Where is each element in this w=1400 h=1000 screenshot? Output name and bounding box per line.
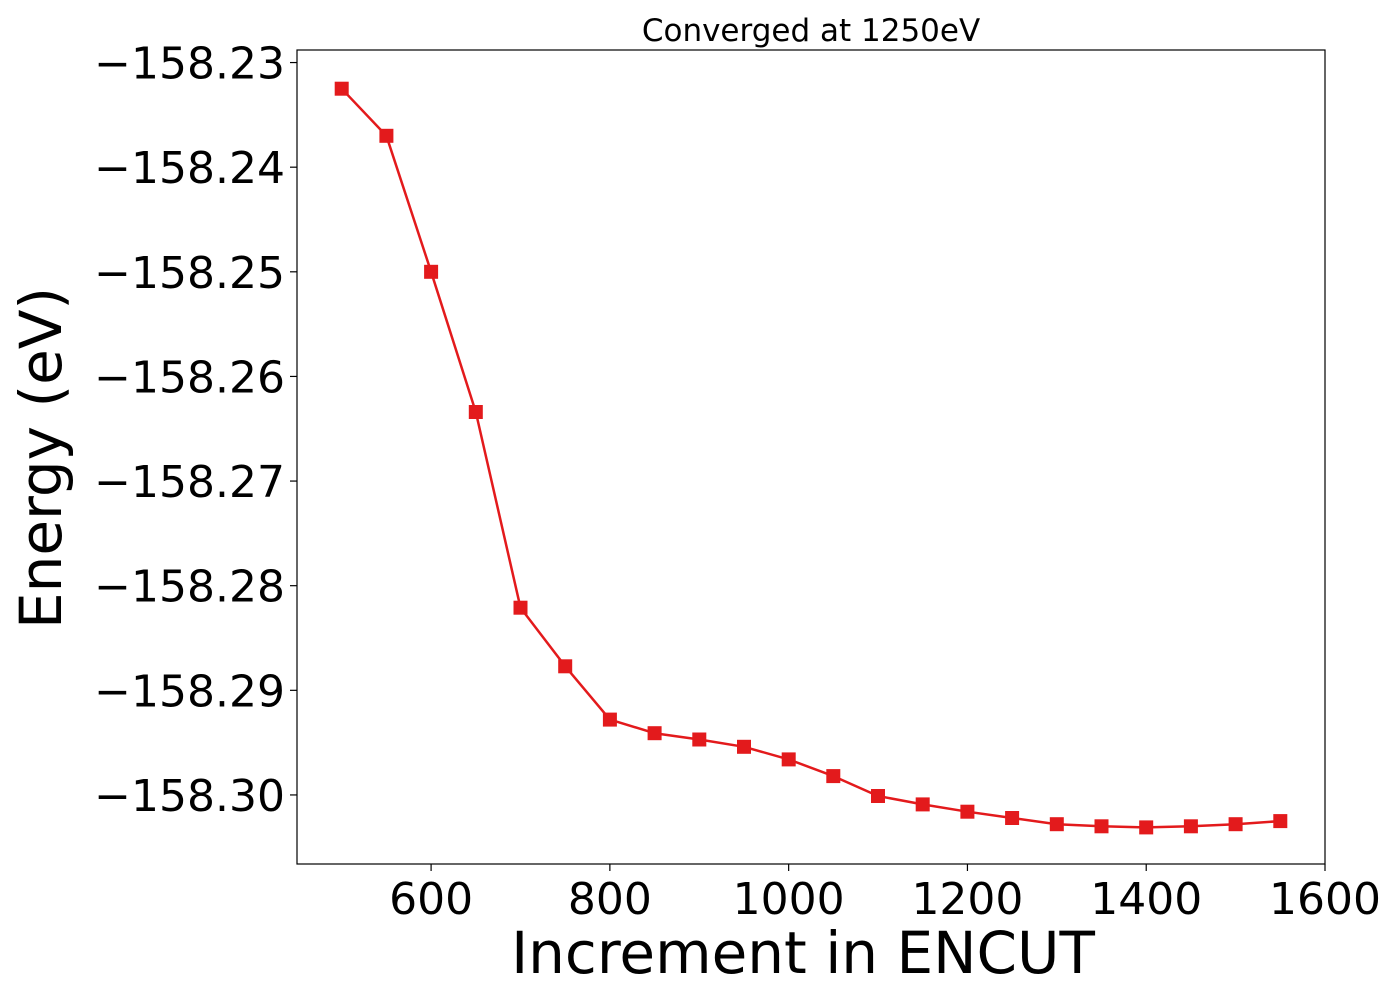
data-point-marker [558,659,573,674]
y-axis-label: Energy (eV) [7,287,75,629]
data-point-marker [379,128,394,143]
data-point-marker [1139,820,1154,835]
x-tick-label: 600 [389,874,473,925]
x-tick-label: 1600 [1269,874,1381,925]
x-tick-label: 800 [568,874,652,925]
x-tick-label: 1000 [733,874,845,925]
series-line [340,87,1281,829]
data-point-marker [1094,819,1109,834]
data-point-marker [424,264,439,279]
x-tick-label: 1400 [1090,874,1202,925]
y-tick-label: −158.25 [94,248,285,299]
data-point-marker [513,600,528,615]
data-point-marker [1273,814,1288,829]
data-point-marker [647,726,662,741]
chart-title: Converged at 1250eV [642,13,980,49]
data-point-marker [737,739,751,754]
data-point-marker [871,789,885,803]
y-tick-label: −158.30 [94,771,285,822]
x-axis-label: Increment in ENCUT [511,919,1095,987]
data-point-marker [468,405,483,419]
data-point-marker [692,732,707,747]
data-point-marker [334,81,349,96]
data-point-marker [602,712,617,727]
plot-frame [296,49,1326,865]
y-tick-label: −158.24 [94,143,285,194]
y-tick-label: −158.29 [94,666,285,717]
y-tick-label: −158.28 [94,562,285,613]
y-tick-label: −158.26 [94,352,285,403]
x-axis-ticks: 600 800 1000 1200 1400 1600 [389,864,1381,925]
series-layer [334,81,1288,835]
data-point-marker [826,769,841,784]
data-point-marker [1005,811,1020,825]
data-point-marker [781,752,796,767]
data-point-marker [1228,817,1243,832]
y-axis-ticks: −158.23 −158.24 −158.25 −158.26 −158.27 −158.… [94,39,297,822]
y-tick-label: −158.27 [94,457,285,508]
data-point-marker [960,804,975,819]
data-point-marker [1049,817,1064,832]
data-point-marker [915,797,930,812]
y-tick-label: −158.23 [94,39,285,90]
data-point-marker [1183,819,1198,834]
x-tick-label: 1200 [911,874,1023,925]
